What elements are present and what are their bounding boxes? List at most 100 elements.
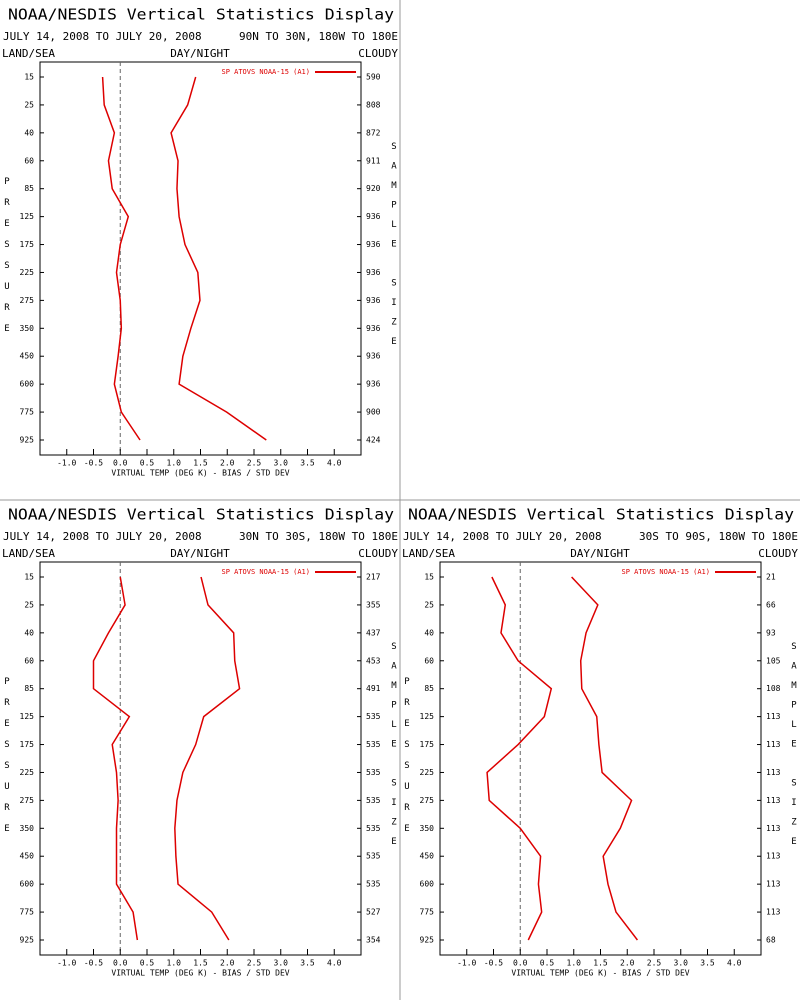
x-tick-label: 2.0 xyxy=(220,459,235,468)
sample-size-label: 93 xyxy=(766,628,776,637)
pressure-label: 350 xyxy=(420,824,435,833)
pressure-label: 15 xyxy=(24,573,34,582)
pressure-label: 600 xyxy=(420,880,435,889)
x-tick-label: 3.0 xyxy=(274,959,289,968)
corner-label: CLOUDY xyxy=(758,547,798,560)
x-tick-label: 1.5 xyxy=(193,959,208,968)
pressure-label: 40 xyxy=(24,128,34,137)
corner-label: DAY/NIGHT xyxy=(570,547,630,560)
sample-size-label: 355 xyxy=(366,600,381,609)
pressure-label: 60 xyxy=(24,156,34,165)
sample-size-label: 105 xyxy=(766,656,781,665)
pressure-label: 15 xyxy=(424,573,434,582)
corner-label: LAND/SEA xyxy=(2,47,55,60)
pressure-label: 60 xyxy=(424,656,434,665)
pressure-label: 225 xyxy=(420,768,435,777)
sample-size-label: 113 xyxy=(766,880,781,889)
sample-size-label: 453 xyxy=(366,656,381,665)
pressure-label: 25 xyxy=(24,600,34,609)
x-tick-label: -0.5 xyxy=(84,459,103,468)
sample-size-label: 491 xyxy=(366,684,381,693)
pressure-label: 600 xyxy=(20,380,35,389)
profile-line xyxy=(174,576,241,941)
x-tick-label: 0.0 xyxy=(513,959,528,968)
sample-size-label: 936 xyxy=(366,296,381,305)
sample-size-label: 936 xyxy=(366,268,381,277)
x-tick-label: 3.5 xyxy=(300,459,315,468)
sample-size-label: 936 xyxy=(366,324,381,333)
x-tick-label: 0.5 xyxy=(140,459,155,468)
x-tick-label: 1.0 xyxy=(167,959,182,968)
profile-line xyxy=(571,576,639,941)
x-tick-label: 3.0 xyxy=(674,959,689,968)
pressure-label: 925 xyxy=(20,436,35,445)
x-tick-label: 3.0 xyxy=(274,459,289,468)
sample-size-label: 936 xyxy=(366,212,381,221)
sample-size-label: 21 xyxy=(766,573,776,582)
pressure-label: 125 xyxy=(420,712,435,721)
sample-size-label: 808 xyxy=(366,100,381,109)
chart-panel: NOAA/NESDIS Vertical Statistics Display J… xyxy=(2,6,398,478)
x-tick-label: 4.0 xyxy=(327,459,342,468)
chart-title: NOAA/NESDIS Vertical Statistics Display xyxy=(8,6,394,24)
sample-size-label: 217 xyxy=(366,573,381,582)
sample-size-label: 437 xyxy=(366,628,381,637)
corner-label: LAND/SEA xyxy=(402,547,455,560)
x-tick-label: -1.0 xyxy=(457,959,476,968)
sample-size-label: 424 xyxy=(366,436,381,445)
pressure-label: 40 xyxy=(24,628,34,637)
sample-size-label: 900 xyxy=(366,408,381,417)
x-axis-label: VIRTUAL TEMP (DEG K) - BIAS / STD DEV xyxy=(111,969,289,978)
sample-size-label: 535 xyxy=(366,768,381,777)
profile-line xyxy=(92,576,139,941)
pressure-label: 275 xyxy=(420,796,435,805)
pressure-label: 450 xyxy=(420,852,435,861)
sample-size-label: 113 xyxy=(766,908,781,917)
x-tick-label: 4.0 xyxy=(727,959,742,968)
date-range: JULY 14, 2008 TO JULY 20, 2008 xyxy=(403,530,602,543)
sample-size-label: 535 xyxy=(366,740,381,749)
corner-label: DAY/NIGHT xyxy=(170,547,230,560)
sample-size-label: 936 xyxy=(366,352,381,361)
pressure-label: 175 xyxy=(20,240,35,249)
pressure-label: 125 xyxy=(20,712,35,721)
pressure-label: 775 xyxy=(420,908,435,917)
x-tick-label: 0.5 xyxy=(140,959,155,968)
chart-panel: NOAA/NESDIS Vertical Statistics Display J… xyxy=(402,506,798,978)
region: 30S TO 90S, 180W TO 180E xyxy=(639,530,798,543)
x-tick-label: 1.5 xyxy=(593,959,608,968)
x-tick-label: -0.5 xyxy=(84,959,103,968)
pressure-label: 125 xyxy=(20,212,35,221)
chart-panel: NOAA/NESDIS Vertical Statistics Display J… xyxy=(2,506,398,978)
corner-label: CLOUDY xyxy=(358,547,398,560)
chart-title: NOAA/NESDIS Vertical Statistics Display xyxy=(8,506,394,524)
pressure-label: 925 xyxy=(420,936,435,945)
sample-size-label: 113 xyxy=(766,740,781,749)
pressure-label: 225 xyxy=(20,768,35,777)
pressure-label: 85 xyxy=(424,684,434,693)
pressure-label: 15 xyxy=(24,73,34,82)
pressure-label: 925 xyxy=(20,936,35,945)
x-tick-label: 2.0 xyxy=(220,959,235,968)
x-tick-label: 2.5 xyxy=(647,959,662,968)
x-tick-label: -0.5 xyxy=(484,959,503,968)
corner-label: DAY/NIGHT xyxy=(170,47,230,60)
profile-line xyxy=(101,76,141,441)
pressure-label: 350 xyxy=(20,824,35,833)
x-axis-label: VIRTUAL TEMP (DEG K) - BIAS / STD DEV xyxy=(111,469,289,478)
chart-title: NOAA/NESDIS Vertical Statistics Display xyxy=(408,506,794,524)
date-range: JULY 14, 2008 TO JULY 20, 2008 xyxy=(3,530,202,543)
x-tick-label: -1.0 xyxy=(57,959,76,968)
x-axis-label: VIRTUAL TEMP (DEG K) - BIAS / STD DEV xyxy=(511,969,689,978)
sample-size-label: 113 xyxy=(766,712,781,721)
pressure-label: 450 xyxy=(20,352,35,361)
sample-size-label: 535 xyxy=(366,880,381,889)
corner-label: LAND/SEA xyxy=(2,547,55,560)
pressure-label: 175 xyxy=(20,740,35,749)
